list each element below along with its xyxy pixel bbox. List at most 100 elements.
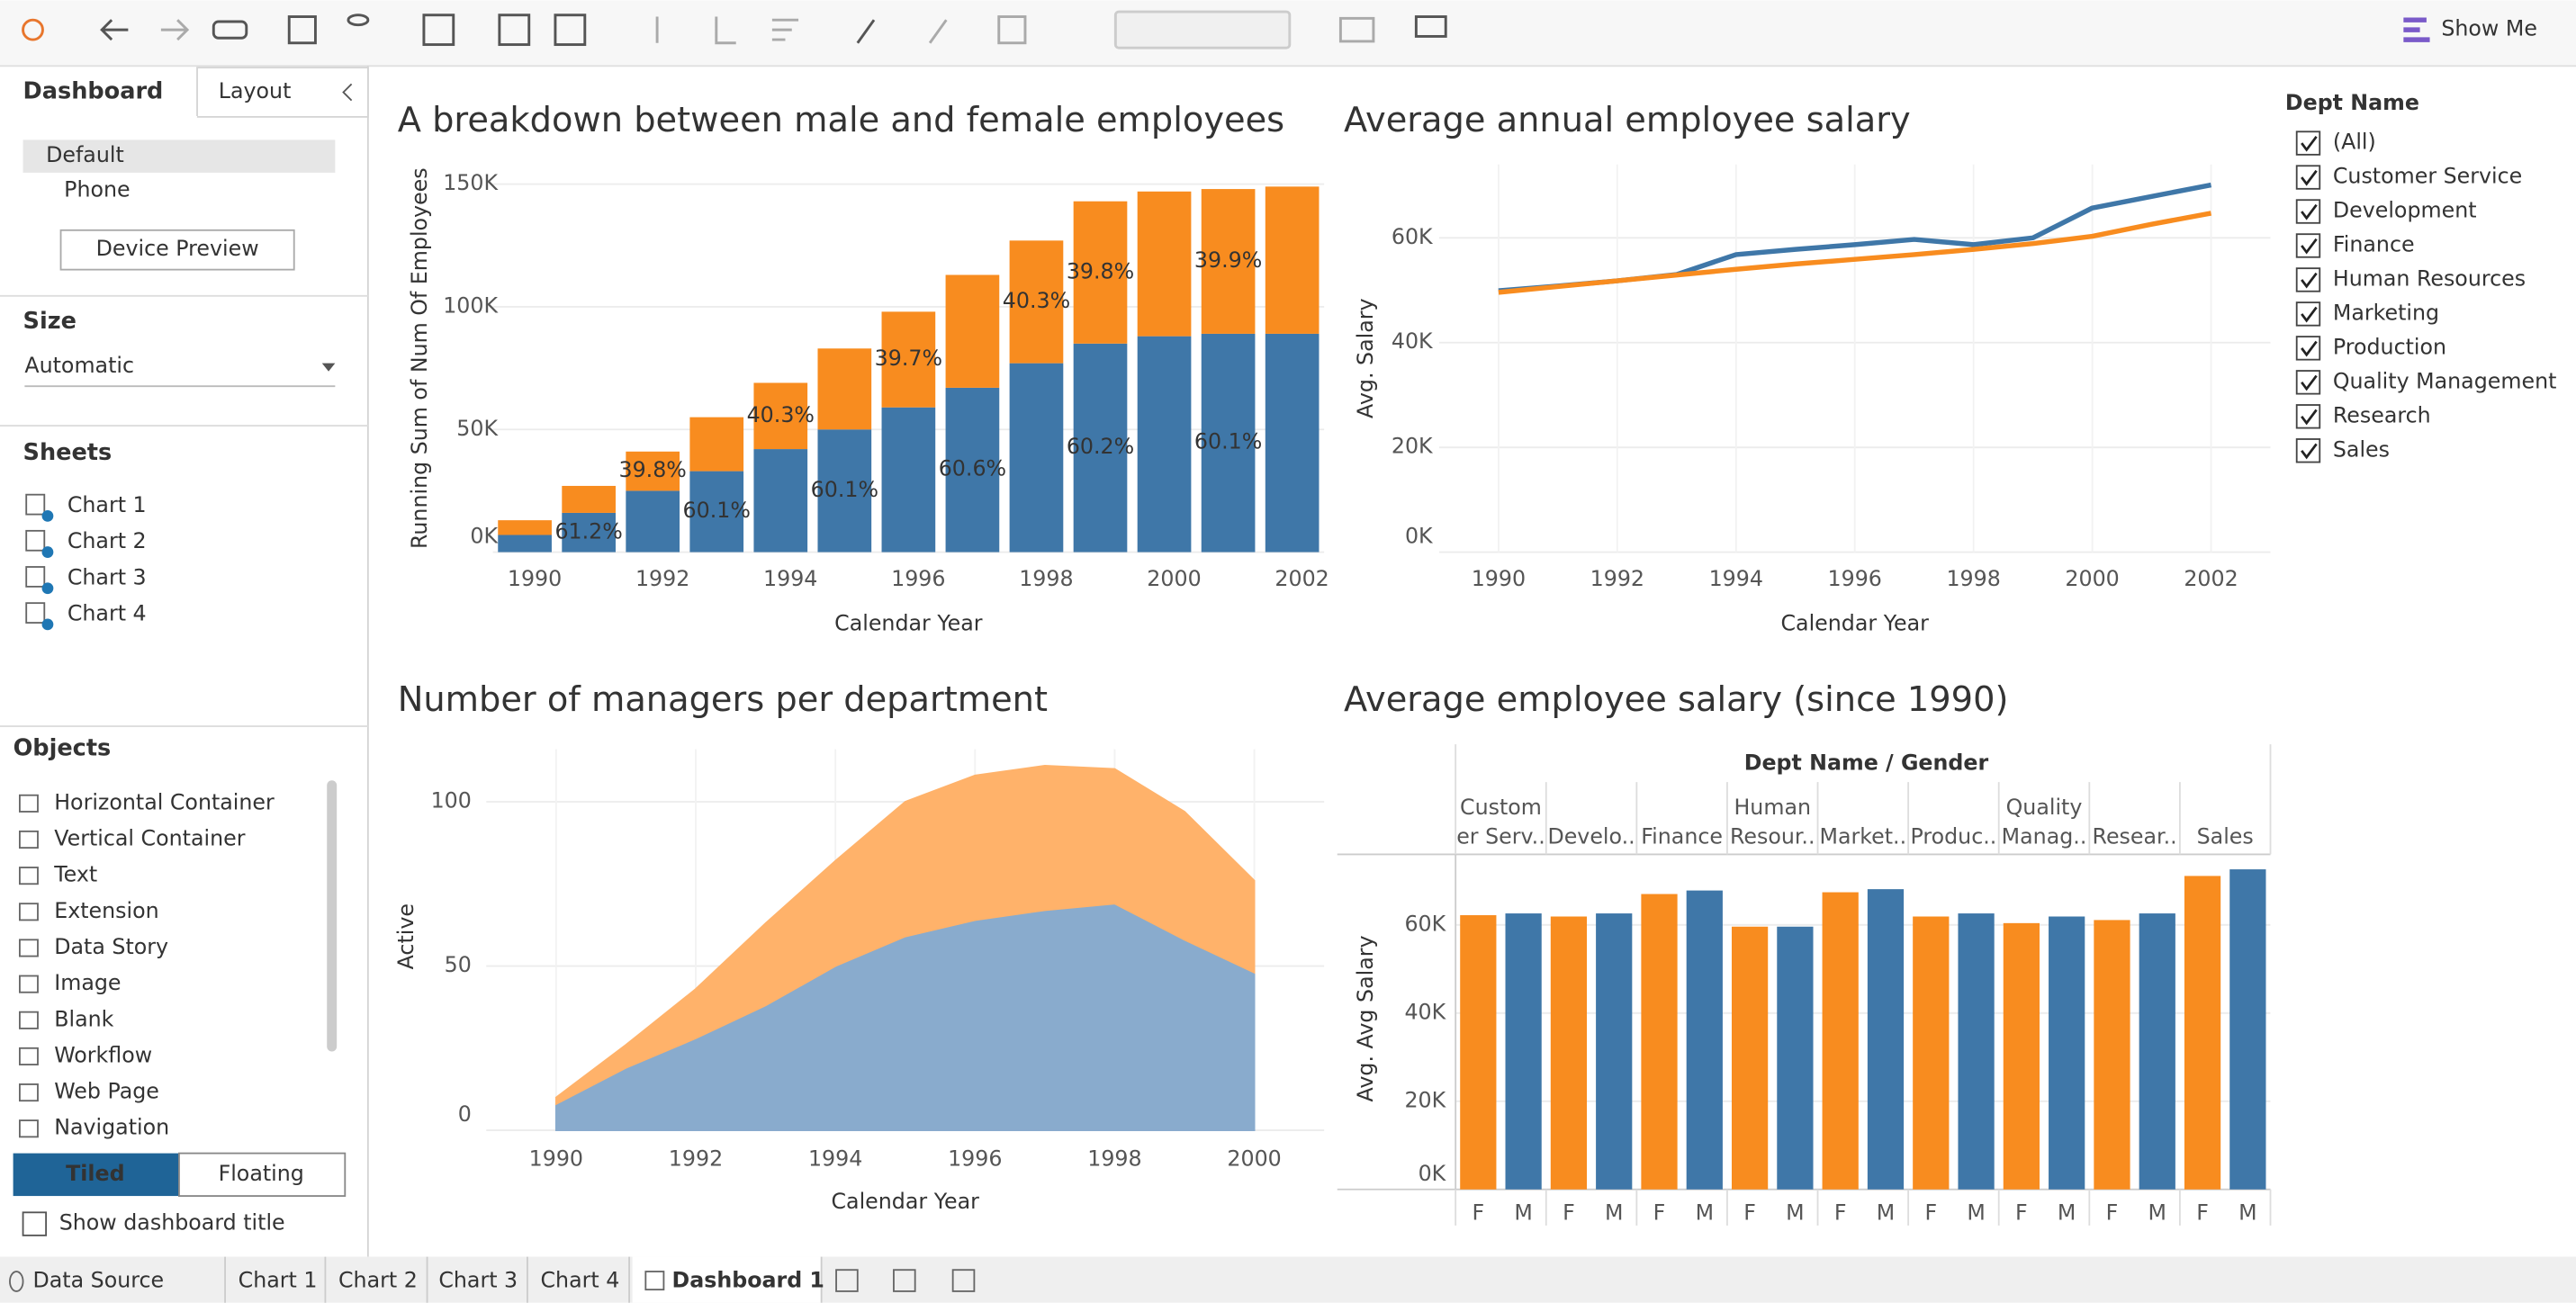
replay[interactable] xyxy=(212,20,248,40)
bar xyxy=(1505,913,1542,1190)
filter-checkbox[interactable] xyxy=(2295,404,2321,429)
x-tick-label: 1990 xyxy=(508,566,562,591)
clear-sheet[interactable] xyxy=(554,13,587,47)
sheet[interactable]: Chart 3 xyxy=(68,564,147,589)
logo[interactable] xyxy=(22,18,44,41)
show-me[interactable]: Show Me xyxy=(2441,16,2537,41)
bar-segment xyxy=(626,451,680,491)
x-tick-label: 2000 xyxy=(1147,566,1201,591)
filter-item[interactable]: Finance xyxy=(2333,231,2415,256)
redo[interactable] xyxy=(160,19,190,41)
show-me-icon[interactable] xyxy=(2403,17,2430,42)
filter-checkbox[interactable] xyxy=(2295,165,2321,190)
bar-segment xyxy=(1009,363,1064,553)
duplicate-sheet[interactable] xyxy=(498,13,531,47)
scrollbar[interactable] xyxy=(327,780,338,1052)
x-tick-label: 1996 xyxy=(948,1146,1002,1171)
sheet[interactable]: Chart 2 xyxy=(68,528,147,553)
bottom-tab[interactable]: Data Source xyxy=(33,1267,165,1292)
layout-tab-box[interactable] xyxy=(196,67,369,118)
device-preview-button[interactable] xyxy=(59,229,295,271)
sheet-icon xyxy=(25,602,46,624)
attach[interactable] xyxy=(928,19,948,44)
sheet-badge xyxy=(41,510,54,522)
device-preview[interactable]: Device Preview xyxy=(96,236,259,261)
new-data-source[interactable] xyxy=(347,13,370,27)
presentation[interactable] xyxy=(1414,15,1447,38)
gender-label: M xyxy=(2058,1200,2076,1226)
filter-checkbox[interactable] xyxy=(2295,370,2321,395)
checkbox[interactable] xyxy=(22,1211,48,1236)
collapse[interactable] xyxy=(342,83,353,102)
tab[interactable]: Dashboard xyxy=(23,78,164,105)
bar xyxy=(2003,922,2040,1190)
filter-item[interactable]: Development xyxy=(2333,198,2477,223)
bottom-tab[interactable]: Chart 4 xyxy=(541,1267,620,1292)
y-tick-label: 0K xyxy=(1405,524,1434,549)
filter-item[interactable]: Customer Service xyxy=(2333,164,2522,189)
bar xyxy=(2139,913,2175,1190)
show-title[interactable]: Show dashboard title xyxy=(59,1210,285,1236)
undo[interactable] xyxy=(100,19,129,41)
floating-button[interactable] xyxy=(178,1152,347,1197)
bottom-tab[interactable]: Dashboard 1 xyxy=(672,1267,824,1292)
size-value[interactable]: Automatic xyxy=(24,353,134,378)
tiled[interactable]: Tiled xyxy=(66,1161,125,1186)
gender-label: F xyxy=(1743,1200,1756,1226)
filter-item[interactable]: (All) xyxy=(2333,130,2376,155)
bottom-tab[interactable]: Chart 1 xyxy=(239,1267,318,1292)
new-sheet[interactable] xyxy=(422,13,455,47)
object[interactable]: Text xyxy=(53,862,97,887)
tiled-button[interactable] xyxy=(13,1153,179,1197)
filter-checkbox[interactable] xyxy=(2295,199,2321,224)
dept-header: Market.. xyxy=(1820,824,1907,849)
show-cards[interactable] xyxy=(1338,16,1375,43)
filter-checkbox[interactable] xyxy=(2295,233,2321,258)
tab[interactable]: Layout xyxy=(219,78,292,103)
filter-item[interactable]: Research xyxy=(2333,402,2431,427)
bar xyxy=(1777,926,1814,1190)
filter-item[interactable]: Quality Management xyxy=(2333,368,2557,393)
dept-header: Produc.. xyxy=(1911,824,1997,849)
bar-segment xyxy=(562,512,616,553)
sort-icons[interactable] xyxy=(655,16,799,45)
object[interactable]: Navigation xyxy=(54,1115,169,1140)
bottom-tab[interactable]: Chart 2 xyxy=(338,1267,418,1292)
device[interactable]: Phone xyxy=(64,177,130,202)
filter-item[interactable]: Human Resources xyxy=(2333,265,2526,291)
bar-label: 60.1% xyxy=(811,477,878,502)
filter-checkbox[interactable] xyxy=(2295,301,2321,327)
object[interactable]: Vertical Container xyxy=(54,825,245,850)
object[interactable]: Data Story xyxy=(54,934,168,959)
object[interactable]: Web Page xyxy=(54,1079,159,1104)
sheet-badge xyxy=(41,618,54,631)
filter-checkbox[interactable] xyxy=(2295,438,2321,463)
sheet[interactable]: Chart 1 xyxy=(68,492,147,517)
bar-segment xyxy=(945,387,1000,553)
filter-item[interactable]: Production xyxy=(2333,334,2446,359)
bar-segment xyxy=(753,449,808,553)
filter-checkbox[interactable] xyxy=(2295,267,2321,292)
fit-dropdown[interactable] xyxy=(1113,10,1292,49)
floating[interactable]: Floating xyxy=(219,1161,304,1186)
filter-item[interactable]: Sales xyxy=(2333,436,2390,462)
sheet[interactable]: Chart 4 xyxy=(68,600,147,625)
filter-checkbox[interactable] xyxy=(2295,130,2321,156)
highlight[interactable] xyxy=(856,19,876,44)
y-axis-label: Avg. Avg Salary xyxy=(1353,935,1378,1101)
object[interactable]: Horizontal Container xyxy=(54,789,275,814)
object[interactable]: Image xyxy=(54,970,121,995)
labels[interactable] xyxy=(997,15,1027,45)
save[interactable] xyxy=(287,15,317,45)
filter-item[interactable]: Marketing xyxy=(2333,300,2439,325)
object[interactable]: Blank xyxy=(54,1006,113,1031)
size-caret[interactable] xyxy=(321,363,336,372)
bottom-tab[interactable]: Chart 3 xyxy=(438,1267,518,1292)
device[interactable]: Default xyxy=(46,142,124,167)
sheet-icon xyxy=(25,493,46,516)
filter-checkbox[interactable] xyxy=(2295,336,2321,361)
bar-segment xyxy=(817,429,872,553)
object[interactable]: Extension xyxy=(54,898,158,923)
object[interactable]: Workflow xyxy=(54,1042,152,1067)
filter-check xyxy=(2301,340,2318,357)
